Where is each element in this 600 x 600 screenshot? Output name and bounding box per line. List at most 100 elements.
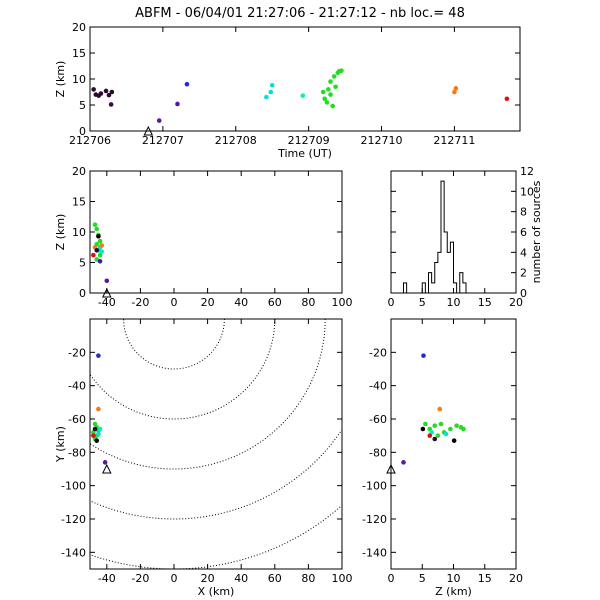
y-tick-label: -80 xyxy=(369,446,387,459)
y-tick-label: 10 xyxy=(72,226,86,239)
histogram-bars xyxy=(391,180,516,293)
y-tick-label: -100 xyxy=(362,480,387,493)
data-points xyxy=(91,222,110,284)
x-tick-label: 100 xyxy=(332,572,353,585)
source-point xyxy=(91,433,96,438)
range-ring xyxy=(123,319,225,370)
plot-frame xyxy=(89,318,343,570)
panel-time-height: 212706 212707 212708 212709 212710 212711 0 5 10… xyxy=(54,21,521,160)
source-point xyxy=(330,103,335,109)
source-point xyxy=(454,423,459,428)
source-point xyxy=(99,243,105,248)
source-point xyxy=(300,93,306,98)
source-point xyxy=(94,438,100,443)
x-tick-label: -40 xyxy=(98,572,116,585)
x-tick-label: 80 xyxy=(301,296,315,309)
x-tick-label: 20 xyxy=(201,296,215,309)
x-tick-label: 40 xyxy=(234,572,248,585)
y-tick-label: 8 xyxy=(520,206,527,219)
y-tick-label: -140 xyxy=(61,546,86,559)
y-axis-label: Z (km) xyxy=(54,214,67,251)
x-tick-label: 0 xyxy=(388,572,395,585)
x-tick-label: 80 xyxy=(301,572,315,585)
source-point xyxy=(97,252,103,258)
station-marker-icon xyxy=(101,287,112,298)
source-point xyxy=(339,68,344,73)
x-tick-label: 212709 xyxy=(288,134,330,147)
y-tick-label: -60 xyxy=(369,413,387,426)
y-tick-label: 15 xyxy=(72,196,86,209)
range-ring xyxy=(90,428,342,520)
x-tick-label: 212710 xyxy=(361,134,403,147)
station-marker-icon xyxy=(386,463,396,474)
source-point xyxy=(96,406,101,412)
y-tick-label: -40 xyxy=(68,380,86,393)
source-point xyxy=(420,426,426,432)
source-point xyxy=(109,89,115,95)
source-point xyxy=(156,118,162,123)
source-point xyxy=(91,252,96,258)
x-tick-label: 40 xyxy=(234,296,248,309)
y-tick-label: -120 xyxy=(61,513,86,526)
x-tick-label: 100 xyxy=(332,296,353,309)
x-tick-label: 212706 xyxy=(69,134,111,147)
source-point xyxy=(333,84,338,90)
source-point xyxy=(438,421,444,427)
y-axis-label: Y (km) xyxy=(54,426,67,463)
x-tick-label: -20 xyxy=(131,296,149,309)
source-point xyxy=(432,436,438,442)
y-tick-label: -100 xyxy=(61,480,86,493)
x-tick-label: 212711 xyxy=(433,134,475,147)
y-tick-label: 0 xyxy=(79,287,86,300)
y-tick-label: -80 xyxy=(68,446,86,459)
y-axis-label: Z (km) xyxy=(54,61,67,98)
plot-frame xyxy=(390,318,517,570)
source-point xyxy=(264,94,269,100)
source-point xyxy=(103,88,109,94)
y-tick-label: 10 xyxy=(72,73,86,86)
x-tick-label: 60 xyxy=(268,296,282,309)
source-point xyxy=(401,460,406,465)
x-axis-label: Time (UT) xyxy=(277,147,332,160)
x-tick-label: 212708 xyxy=(215,134,257,147)
x-tick-label: -20 xyxy=(131,572,149,585)
station-marker-icon xyxy=(101,463,112,474)
source-point xyxy=(437,406,443,412)
source-point xyxy=(429,430,434,435)
source-point xyxy=(106,92,112,98)
source-point xyxy=(102,460,108,465)
y-tick-label: -60 xyxy=(68,413,86,426)
x-tick-label: 20 xyxy=(509,572,523,585)
source-point xyxy=(96,353,101,358)
y-tick-label: 5 xyxy=(79,257,86,270)
source-point xyxy=(421,353,426,358)
data-points xyxy=(91,353,108,465)
panel-x-y: -40 -20 0 20 40 60 80 100 -140 -120 -100 -80 -60 -40 -… xyxy=(54,318,353,598)
range-rings xyxy=(90,319,342,569)
source-point xyxy=(268,89,274,95)
y-tick-label: 10 xyxy=(520,185,534,198)
y-tick-label: 15 xyxy=(72,47,86,60)
x-tick-label: 20 xyxy=(509,296,523,309)
source-point xyxy=(435,433,441,438)
source-point xyxy=(331,74,337,79)
panel-z-y: 0 5 10 15 20 -140 -120 -100 -80 -60 -40 -20 Z (km) xyxy=(362,318,523,598)
x-tick-label: 5 xyxy=(419,296,426,309)
y-tick-label: 12 xyxy=(520,165,534,178)
source-point xyxy=(461,426,466,432)
plot-frame xyxy=(89,170,343,294)
source-point xyxy=(443,431,449,437)
x-tick-label: 15 xyxy=(478,296,492,309)
source-point xyxy=(328,79,333,84)
figure-title: ABFM - 06/04/01 21:27:06 - 21:27:12 - nb… xyxy=(135,6,465,21)
x-tick-label: -40 xyxy=(98,296,116,309)
source-point xyxy=(104,278,110,284)
source-point xyxy=(94,248,100,253)
y-tick-label: 2 xyxy=(520,267,527,280)
source-point xyxy=(98,91,104,96)
x-tick-label: 212707 xyxy=(142,134,184,147)
source-point xyxy=(92,426,98,432)
y-tick-label: -20 xyxy=(68,346,86,359)
source-point xyxy=(97,426,103,432)
